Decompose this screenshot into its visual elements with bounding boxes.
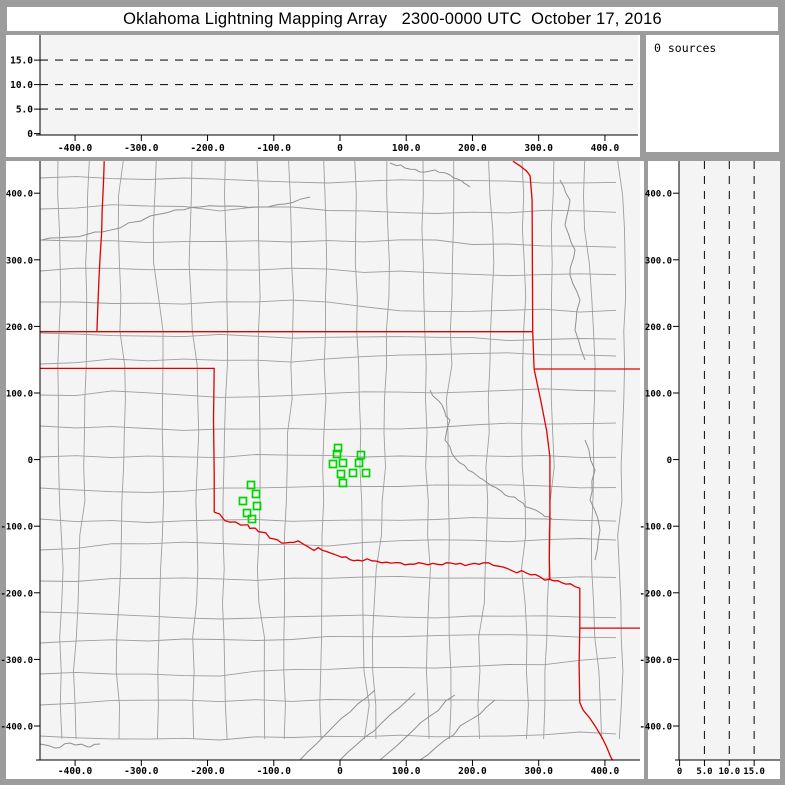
altitude-ew-panel — [6, 35, 640, 157]
plan-view-panel — [6, 161, 644, 779]
sources-panel: 0 sources — [646, 35, 779, 152]
sources-count-label: 0 sources — [654, 41, 717, 55]
altitude-ns-panel — [648, 161, 780, 779]
title-bar: Oklahoma Lightning Mapping Array 2300-00… — [7, 7, 778, 31]
page-title: Oklahoma Lightning Mapping Array 2300-00… — [123, 9, 662, 28]
